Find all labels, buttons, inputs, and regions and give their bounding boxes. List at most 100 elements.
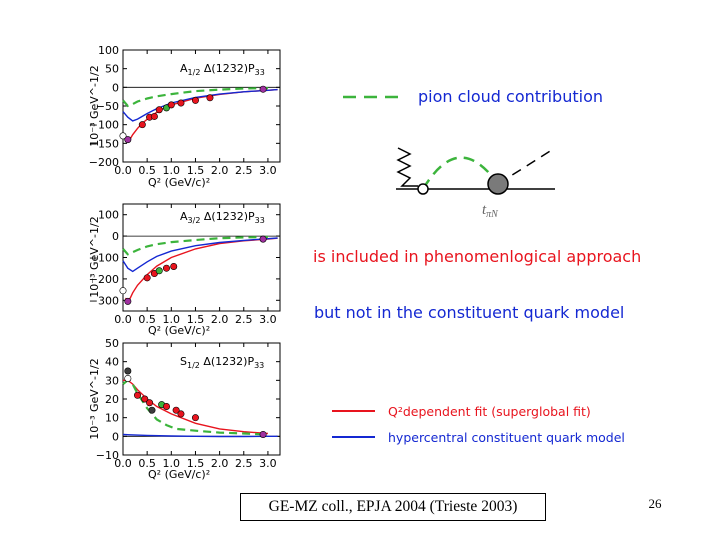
x-tick-label: 1.5 (187, 164, 205, 177)
x-tick-label: 0.0 (114, 457, 132, 470)
x-tick-label: 2.5 (235, 313, 253, 326)
photon-vertex (417, 183, 429, 195)
data-point (177, 99, 185, 107)
citation-text: GE-MZ coll., EPJA 2004 (Trieste 2003) (268, 498, 518, 515)
data-point (146, 399, 154, 407)
data-point (177, 410, 185, 418)
data-point (119, 287, 127, 295)
x-tick-label: 1.0 (163, 313, 181, 326)
series-line-pion-cloud-contribution (122, 235, 268, 256)
data-point (172, 406, 180, 414)
not-included-text: but not in the constituent quark model (314, 303, 624, 322)
x-tick-label: 0.0 (114, 164, 132, 177)
data-point (141, 395, 149, 403)
data-point (124, 297, 132, 305)
panel-a12: 0.0 0.5 1.0 1.5 2.0 2.5 3.0 100 50 0 −50 −100 −150 −… (88, 44, 281, 189)
data-point (162, 264, 170, 272)
series-line-pion-cloud-contribution (122, 87, 268, 108)
pion-cloud-legend: pion cloud contribution (343, 87, 603, 106)
data-point (206, 94, 214, 102)
outgoing-pion-line (497, 147, 556, 185)
y-tick-label: −300 (89, 294, 119, 307)
legend-label-fit: Q²dependent fit (superglobal fit) (388, 404, 591, 419)
data-point (124, 374, 132, 382)
data-point (170, 262, 178, 270)
series-line-hypercentral-constituent-quark-model (122, 88, 278, 122)
panel-title: S1/2 Δ(1232)P33 (180, 355, 264, 370)
model-legend: Q²dependent fit (superglobal fit) hyperc… (332, 404, 625, 445)
x-axis-label: Q² (GeV/c)² (148, 324, 210, 337)
y-tick-label: −10 (96, 449, 119, 462)
y-tick-label: −200 (89, 156, 119, 169)
series-line-q-dependent-fit-superglobal-fit- (123, 379, 268, 435)
x-tick-label: 2.0 (211, 457, 229, 470)
data-point (259, 430, 267, 438)
y-tick-label: −150 (89, 137, 119, 150)
y-tick-label: 20 (105, 393, 119, 406)
y-tick-label: 100 (98, 209, 119, 222)
panel-title: A1/2 Δ(1232)P33 (180, 62, 265, 77)
y-tick-label: 10 (105, 412, 119, 425)
legend-label-model: hypercentral constituent quark model (388, 430, 625, 445)
panel-title: A3/2 Δ(1232)P33 (180, 210, 265, 225)
data-point (138, 121, 146, 129)
y-axis-label: 10⁻³ GeV^-1/2 (88, 358, 101, 439)
data-point (155, 106, 163, 114)
series-line-q-dependent-fit-superglobal-fit- (124, 237, 278, 302)
y-axis-label: 10⁻³ GeV^-1/2 (88, 65, 101, 146)
y-tick-label: 50 (105, 337, 119, 350)
x-tick-label: 1.0 (163, 164, 181, 177)
x-tick-label: 1.5 (187, 313, 205, 326)
series-line-hypercentral-constituent-quark-model (122, 237, 278, 273)
included-text: is included in phenomenlogical approach (313, 247, 641, 266)
y-tick-label: 100 (98, 44, 119, 57)
panel-s12: 0.0 0.5 1.0 1.5 2.0 2.5 3.0 50 40 30 20 10 0 −10 S1/… (88, 337, 281, 481)
data-point (259, 85, 267, 93)
y-tick-label: 30 (105, 374, 119, 387)
x-tick-label: 2.0 (211, 313, 229, 326)
data-point (191, 96, 199, 104)
panel-a32: 0.0 0.5 1.0 1.5 2.0 2.5 3.0 100 0 −100 −200 −300 A… (88, 203, 281, 337)
pion-cloud-label: pion cloud contribution (418, 87, 603, 106)
y-tick-label: 0 (112, 81, 119, 94)
data-point (191, 414, 199, 422)
x-tick-label: 3.0 (259, 457, 277, 470)
y-axis-label: 10⁻³ GeV^-1/2 (88, 216, 101, 297)
data-point (124, 136, 132, 144)
citation-box: GE-MZ coll., EPJA 2004 (Trieste 2003) (240, 493, 546, 521)
vertex-label: tπN (482, 202, 499, 220)
series-line-pion-cloud-contribution (122, 378, 268, 436)
y-tick-label: 0 (112, 230, 119, 243)
y-tick-label: −100 (89, 252, 119, 265)
data-point (119, 132, 127, 140)
x-tick-label: 3.0 (259, 313, 277, 326)
data-point (162, 402, 170, 410)
slide-number: 26 (648, 496, 662, 511)
x-tick-label: 2.5 (235, 457, 253, 470)
x-axis-label: Q² (GeV/c)² (148, 468, 210, 481)
data-point (259, 235, 267, 243)
pion-loop (421, 156, 500, 190)
x-tick-label: 0.5 (138, 164, 156, 177)
y-tick-label: 50 (105, 63, 119, 76)
y-tick-label: 40 (105, 356, 119, 369)
y-tick-label: 0 (112, 430, 119, 443)
y-tick-label: −50 (96, 100, 119, 113)
y-tick-label: −200 (89, 273, 119, 286)
feynman-diagram: tπN (396, 147, 556, 220)
x-tick-label: 0.0 (114, 313, 132, 326)
data-point (133, 391, 141, 399)
x-tick-label: 1.5 (187, 457, 205, 470)
data-point (150, 112, 158, 120)
data-point (155, 267, 163, 275)
data-point (148, 406, 156, 414)
x-axis-label: Q² (GeV/c)² (148, 176, 210, 189)
x-tick-label: 3.0 (259, 164, 277, 177)
x-tick-label: 0.5 (138, 457, 156, 470)
x-tick-label: 2.5 (235, 164, 253, 177)
x-tick-label: 0.5 (138, 313, 156, 326)
y-tick-label: −100 (89, 119, 119, 132)
x-tick-label: 2.0 (211, 164, 229, 177)
data-point (143, 274, 151, 282)
